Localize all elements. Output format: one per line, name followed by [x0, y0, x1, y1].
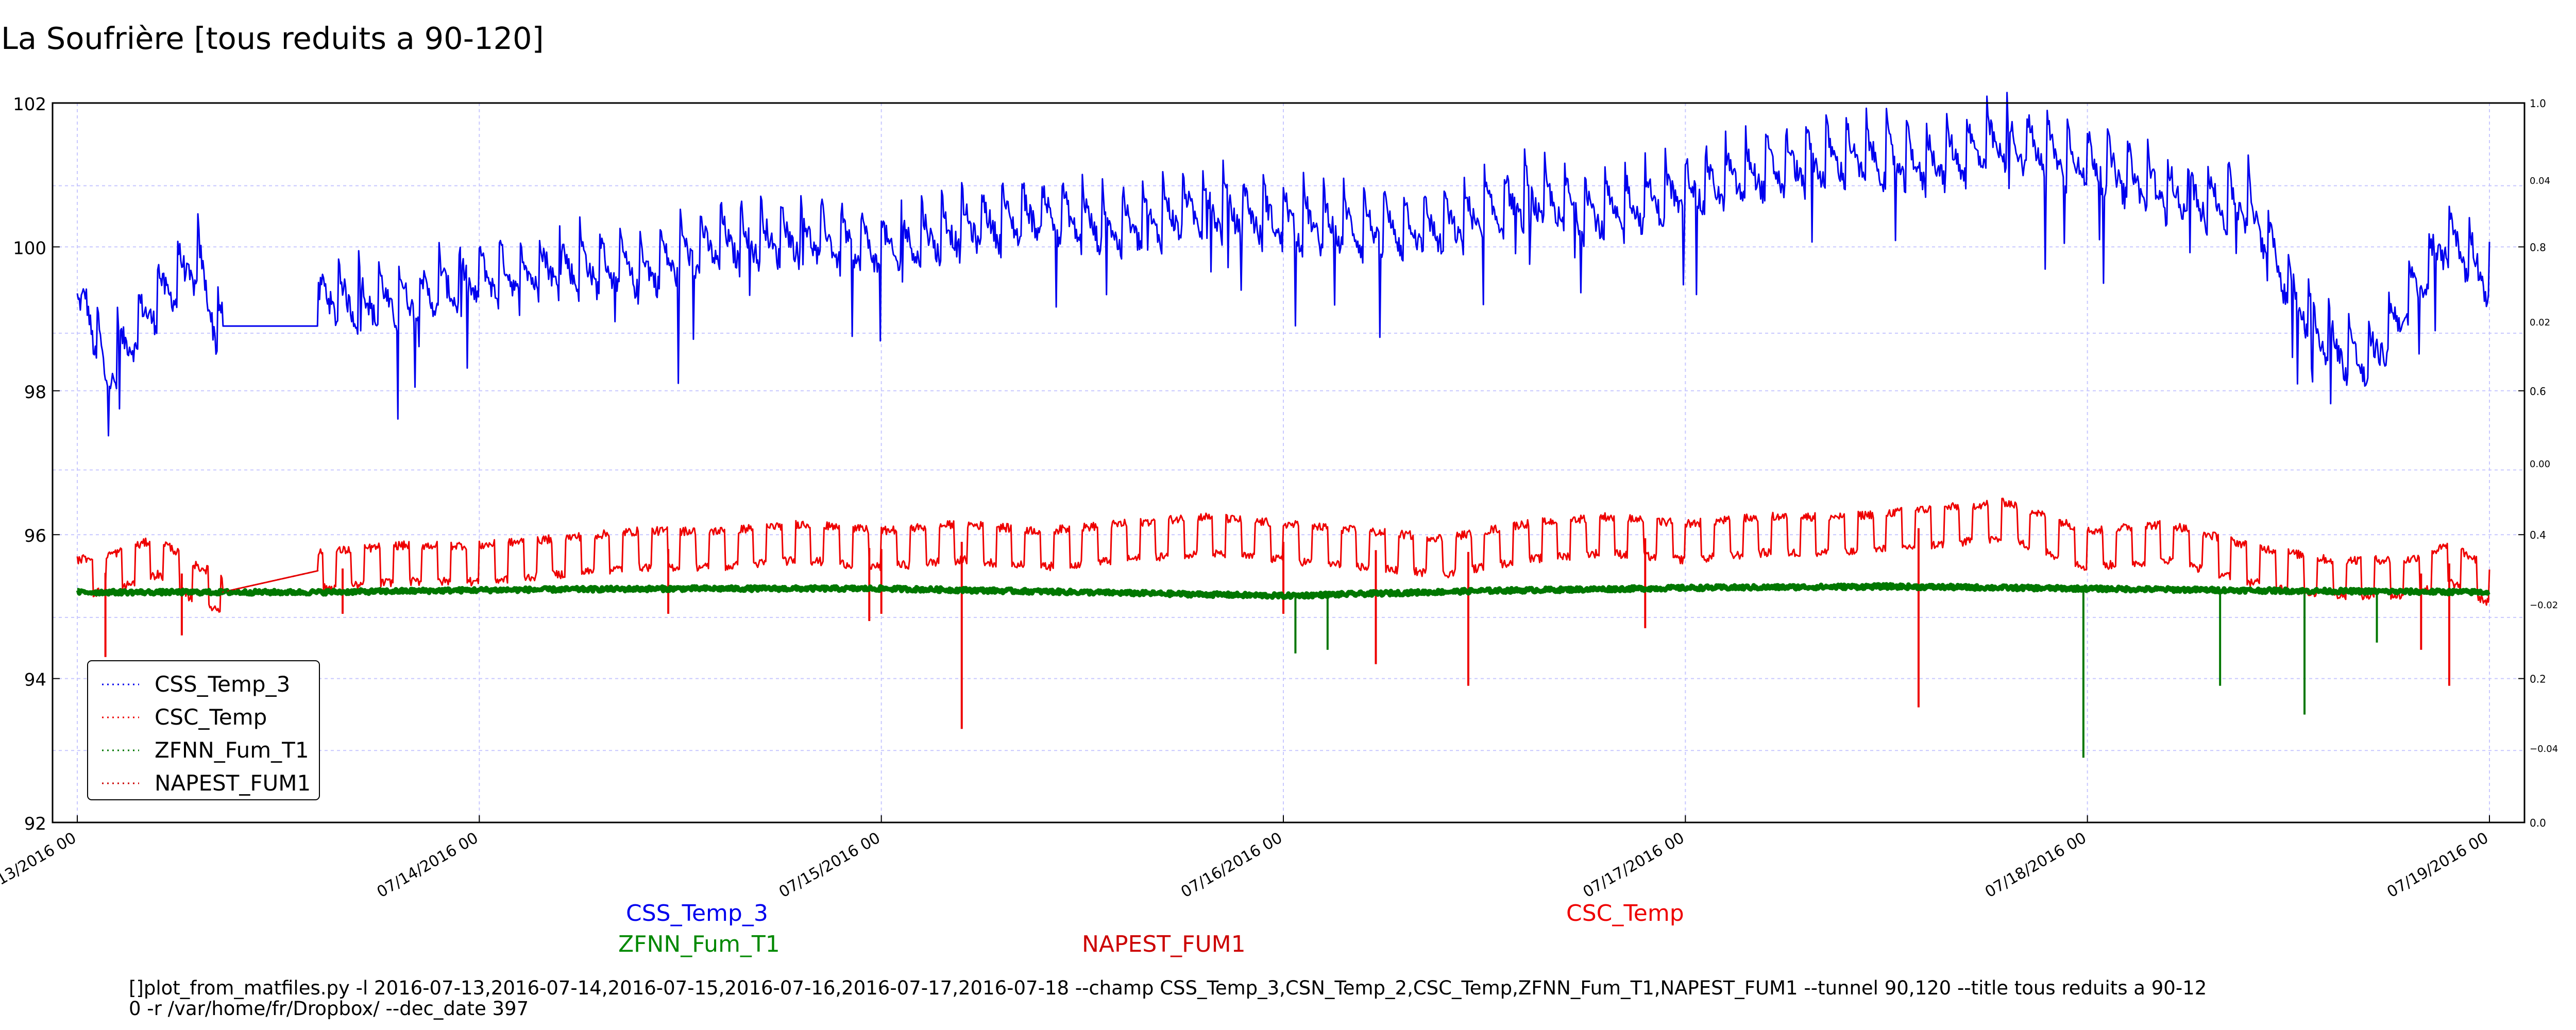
series-line — [76, 497, 2490, 613]
series-label-napest-fum1: NAPEST_FUM1 — [1082, 931, 1246, 957]
legend-label: ZFNN_Fum_T1 — [155, 737, 309, 763]
right-tick-label: 0.0 — [2530, 817, 2546, 829]
series-line — [222, 570, 319, 593]
right-inner-tick-label: −0.02 — [2530, 600, 2558, 611]
legend: CSS_Temp_3 CSC_Temp ZFNN_Fum_T1 NAPEST_FUM1 — [87, 660, 320, 800]
x-tick-label: 07/13/2016 00 — [0, 829, 79, 902]
right-inner-tick-label: 0.04 — [2530, 176, 2550, 186]
legend-label: NAPEST_FUM1 — [155, 770, 311, 796]
series-label-csc-temp: CSC_Temp — [1566, 900, 1684, 926]
y-tick-label: 100 — [13, 238, 46, 259]
x-tick-label: 07/15/2016 00 — [776, 829, 884, 902]
x-tick-label: 07/19/2016 00 — [2384, 829, 2492, 902]
right-tick-label: 0.4 — [2530, 529, 2546, 541]
legend-label: CSS_Temp_3 — [155, 672, 290, 697]
legend-label: CSC_Temp — [155, 705, 267, 730]
y-tick-label: 94 — [24, 670, 46, 691]
series-line — [76, 92, 2490, 437]
grid-lines — [53, 102, 2524, 823]
legend-box — [87, 660, 320, 800]
command-line-1: []plot_from_matfiles.py -l 2016-07-13,20… — [129, 977, 2207, 999]
axes: 92 94 96 98 100 102 07/13/2016 00 07/14/2016 00… — [0, 94, 2558, 901]
series-css-temp-3 — [76, 92, 2490, 437]
series-line — [76, 582, 2491, 600]
plot-frame — [52, 102, 2526, 823]
x-tick-label: 07/16/2016 00 — [1178, 829, 1285, 902]
plot-series — [76, 92, 2491, 758]
right-tick-label: 1.0 — [2530, 97, 2546, 110]
series-label-css-temp-3: CSS_Temp_3 — [626, 900, 768, 926]
x-tick-label: 07/18/2016 00 — [1982, 829, 2090, 902]
y-tick-label: 96 — [24, 526, 46, 546]
series-napest-fum1 — [222, 570, 319, 593]
right-inner-tick-label: 0.02 — [2530, 317, 2550, 328]
x-tick-label: 07/14/2016 00 — [374, 829, 482, 902]
right-tick-label: 0.8 — [2530, 241, 2546, 253]
y-tick-label: 98 — [24, 382, 46, 403]
right-inner-tick-label: 0.00 — [2530, 459, 2550, 470]
right-tick-label: 0.6 — [2530, 385, 2546, 398]
series-zfnn-fum-t1 — [76, 582, 2491, 758]
y-tick-label: 102 — [13, 94, 46, 115]
x-tick-label: 07/17/2016 00 — [1580, 829, 1688, 902]
series-label-zfnn-fum-t1: ZFNN_Fum_T1 — [618, 931, 780, 957]
right-tick-label: 0.2 — [2530, 673, 2546, 685]
command-line-2: 0 -r /var/home/fr/Dropbox/ --dec_date 39… — [129, 998, 529, 1020]
right-inner-tick-label: −0.04 — [2530, 744, 2558, 754]
series-csc-temp — [76, 497, 2490, 729]
y-tick-label: 92 — [24, 814, 46, 834]
page-title: La Soufrière [tous reduits a 90-120] — [1, 21, 544, 56]
